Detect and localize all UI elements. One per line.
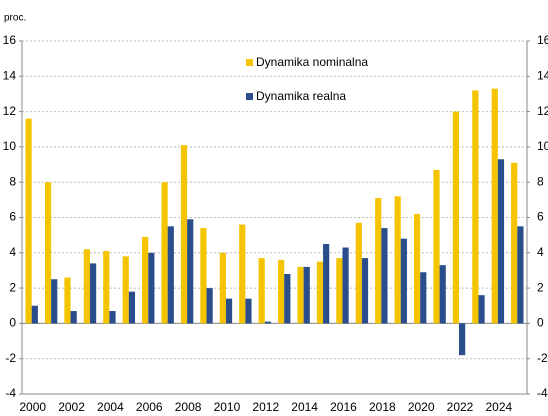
y-tick-label: 8 bbox=[9, 174, 16, 188]
x-tick-label: 2000 bbox=[19, 400, 46, 414]
x-tick-label: 2016 bbox=[330, 400, 357, 414]
bar bbox=[375, 198, 382, 324]
x-tick-label: 2014 bbox=[291, 400, 318, 414]
bar bbox=[180, 145, 188, 324]
bar bbox=[122, 256, 129, 324]
y-tick-label: 12 bbox=[3, 104, 17, 118]
bar bbox=[452, 111, 460, 324]
bar bbox=[336, 258, 343, 324]
x-tick-label: 2018 bbox=[369, 400, 396, 414]
x-tick-label: 2004 bbox=[97, 400, 124, 414]
y-tick-label: 16 bbox=[3, 33, 17, 47]
y2-tick-label: 14 bbox=[537, 68, 548, 82]
bar bbox=[103, 251, 110, 324]
legend-label: Dynamika realna bbox=[256, 89, 346, 103]
y-tick-label: 0 bbox=[9, 316, 16, 330]
y-tick-label: 2 bbox=[9, 280, 16, 294]
bar bbox=[225, 298, 233, 324]
x-tick-label: 2002 bbox=[58, 400, 85, 414]
bar bbox=[187, 219, 194, 324]
bar bbox=[142, 236, 149, 324]
y-tick-label: 14 bbox=[3, 68, 17, 82]
bar bbox=[517, 226, 524, 324]
bar bbox=[394, 196, 401, 324]
bar bbox=[278, 259, 285, 324]
y-tick-label: -4 bbox=[5, 386, 16, 400]
y-tick-label: 6 bbox=[9, 210, 16, 224]
bar bbox=[89, 263, 97, 324]
legend-label: Dynamika nominalna bbox=[256, 55, 368, 69]
bar bbox=[264, 321, 271, 324]
legend-swatch bbox=[246, 59, 253, 66]
bar bbox=[361, 258, 369, 324]
bar bbox=[459, 323, 466, 356]
bar bbox=[381, 228, 388, 324]
bar bbox=[323, 243, 330, 324]
bar bbox=[511, 162, 518, 324]
bar bbox=[25, 118, 32, 324]
bar bbox=[245, 298, 252, 324]
bar bbox=[161, 182, 168, 324]
bar bbox=[400, 238, 407, 324]
y-axis-label: proc. bbox=[4, 13, 26, 24]
bar bbox=[70, 311, 77, 324]
legend-swatch bbox=[246, 93, 253, 100]
bar bbox=[51, 279, 58, 324]
bar bbox=[219, 252, 226, 324]
bar bbox=[433, 169, 440, 324]
y2-tick-label: 4 bbox=[537, 245, 544, 259]
bar bbox=[491, 88, 498, 324]
bar bbox=[109, 311, 116, 324]
bar bbox=[83, 249, 90, 324]
bar bbox=[472, 90, 479, 324]
bar bbox=[128, 291, 136, 324]
x-tick-label: 2010 bbox=[214, 400, 241, 414]
bar bbox=[478, 295, 485, 324]
bar bbox=[167, 226, 174, 324]
bar bbox=[31, 305, 38, 324]
y2-tick-label: -2 bbox=[537, 351, 548, 365]
x-tick-label: 2012 bbox=[252, 400, 279, 414]
x-tick-label: 2008 bbox=[175, 400, 202, 414]
y2-tick-label: 2 bbox=[537, 280, 544, 294]
bar bbox=[200, 228, 207, 324]
bar bbox=[239, 224, 246, 324]
y2-tick-label: 16 bbox=[537, 33, 548, 47]
y2-tick-label: -4 bbox=[537, 386, 548, 400]
bar bbox=[497, 159, 505, 324]
y2-tick-label: 10 bbox=[537, 139, 548, 153]
bar bbox=[258, 258, 265, 324]
bar bbox=[44, 182, 52, 324]
bar bbox=[206, 288, 213, 324]
bar bbox=[342, 247, 349, 324]
y2-tick-label: 8 bbox=[537, 174, 544, 188]
bar bbox=[297, 266, 304, 324]
y2-tick-label: 6 bbox=[537, 210, 544, 224]
bar bbox=[413, 213, 421, 324]
bar bbox=[439, 265, 446, 324]
y2-tick-label: 12 bbox=[537, 104, 548, 118]
x-tick-label: 2024 bbox=[486, 400, 513, 414]
bar bbox=[420, 272, 427, 324]
bar bbox=[355, 222, 362, 324]
y-tick-label: 4 bbox=[9, 245, 16, 259]
x-tick-label: 2022 bbox=[447, 400, 474, 414]
bar bbox=[148, 252, 155, 324]
y2-tick-label: 0 bbox=[537, 316, 544, 330]
bar bbox=[303, 266, 310, 324]
bar bbox=[64, 277, 71, 324]
y-tick-label: -2 bbox=[5, 351, 16, 365]
y-tick-label: 10 bbox=[3, 139, 17, 153]
bar bbox=[284, 273, 291, 324]
bar bbox=[316, 261, 324, 324]
x-tick-label: 2020 bbox=[408, 400, 435, 414]
x-tick-label: 2006 bbox=[136, 400, 163, 414]
